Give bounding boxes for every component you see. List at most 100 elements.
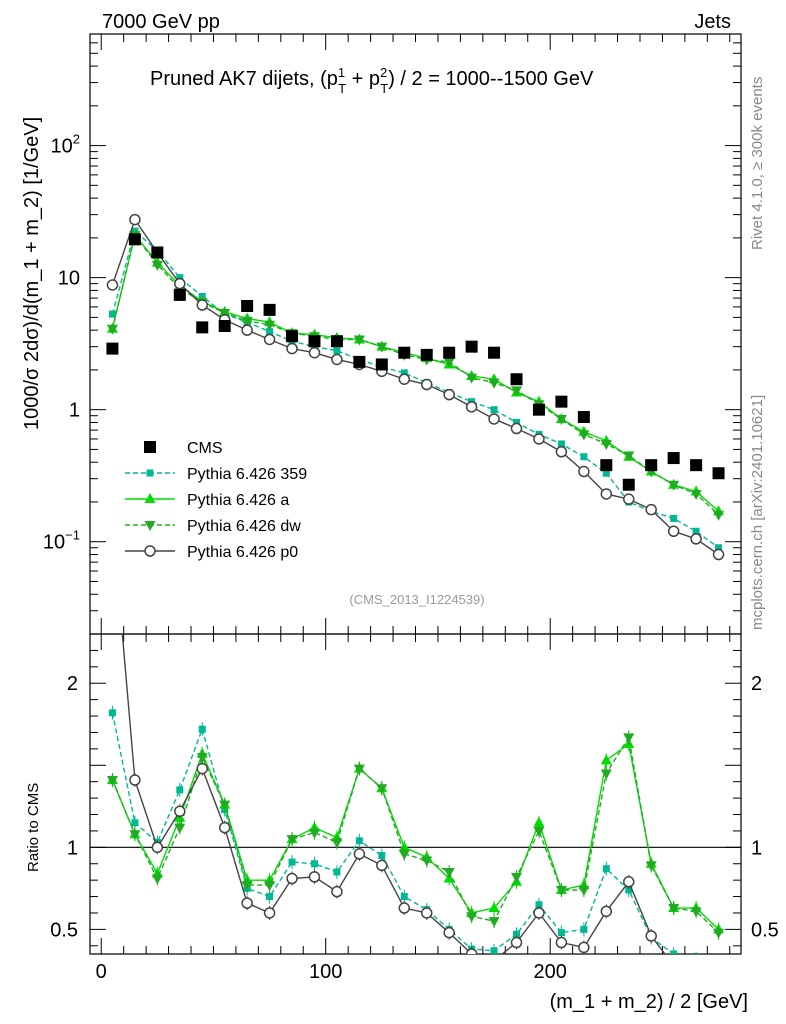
ratio-y-tick-label-left: 0.5: [50, 919, 78, 941]
main-point-1-10: [333, 347, 341, 355]
main-point-0-10: [330, 335, 343, 348]
ratio-point-3-24: [645, 930, 657, 942]
legend-marker-2: [144, 493, 156, 503]
ratio-point-2-1: [129, 830, 141, 841]
ratio-point-3-7: [263, 907, 276, 919]
ratio-point-3-18: [510, 936, 523, 949]
ratio-point-1-13: [398, 841, 410, 852]
main-point-0-14: [420, 348, 433, 361]
title-part-1: Pruned AK7 dijets, (p: [150, 68, 338, 90]
main-point-4-23: [623, 493, 635, 505]
main-point-3-23: [623, 451, 635, 462]
main-point-1-7: [266, 328, 274, 336]
ratio-point-3-4: [196, 762, 208, 775]
mcplots-label: mcplots.cern.ch [arXiv:2401.10621]: [749, 395, 766, 630]
ratio-point-2-19: [533, 826, 545, 837]
ratio-point-0-0: [108, 709, 116, 717]
header-right: Jets: [694, 11, 731, 33]
main-point-4-21: [578, 465, 590, 478]
ratio-point-3-11: [353, 848, 366, 860]
y-tick-label: 10−1: [43, 528, 80, 554]
ratio-point-0-11: [355, 837, 363, 845]
ratio-point-1-17: [488, 902, 500, 913]
main-point-4-14: [420, 378, 433, 391]
ratio-point-0-4: [198, 725, 206, 733]
ratio-point-2-23: [623, 733, 635, 744]
main-point-4-22: [600, 488, 613, 500]
main-point-0-1: [128, 233, 141, 246]
ratio-point-3-6: [241, 897, 253, 909]
legend-marker-4: [144, 545, 156, 557]
ratio-point-2-22: [600, 769, 612, 780]
main-point-1-21: [580, 453, 588, 461]
main-point-4-9: [308, 346, 321, 359]
ratio-point-2-10: [331, 838, 343, 849]
ratio-line-3: [121, 634, 666, 954]
main-point-4-27: [712, 548, 725, 561]
main-point-0-18: [510, 373, 523, 386]
ratio-point-0-20: [557, 929, 565, 937]
main-point-4-26: [690, 533, 702, 545]
main-point-3-15: [443, 357, 455, 368]
title-sup-2: 2: [380, 65, 387, 80]
main-point-0-3: [173, 288, 186, 301]
main-point-3-0: [106, 324, 118, 335]
ratio-point-2-9: [308, 828, 320, 839]
ratio-y-tick-label-right: 0.5: [751, 919, 779, 941]
main-point-0-16: [465, 340, 478, 353]
main-point-0-8: [286, 330, 299, 343]
main-point-0-6: [241, 299, 254, 312]
ratio-point-3-21: [578, 941, 590, 954]
main-point-0-12: [375, 358, 388, 371]
main-point-4-20: [555, 446, 568, 458]
ratio-point-2-25: [668, 904, 680, 915]
main-point-4-17: [488, 413, 500, 425]
ratio-point-3-5: [218, 821, 231, 834]
main-point-3-21: [578, 430, 590, 441]
ratio-point-2-27: [713, 928, 725, 939]
header-left: 7000 GeV pp: [102, 11, 220, 33]
main-point-0-22: [600, 459, 613, 472]
ratio-point-2-12: [376, 784, 388, 795]
ratio-point-1-19: [533, 816, 545, 827]
main-point-3-5: [219, 308, 231, 319]
main-point-0-4: [196, 321, 209, 334]
main-point-4-0: [106, 279, 119, 291]
series-line-4: [111, 218, 719, 556]
ratio-point-2-15: [443, 867, 455, 878]
title-sup-1: 1: [338, 65, 345, 80]
ratio-point-2-6: [241, 881, 253, 892]
legend-label-4: Pythia 6.426 p0: [187, 544, 298, 561]
main-point-3-2: [151, 260, 163, 271]
main-point-1-26: [692, 527, 700, 535]
legend-marker-1: [146, 469, 154, 477]
ratio-point-3-2: [151, 841, 164, 854]
ratio-point-2-18: [511, 872, 523, 883]
ratio-point-2-24: [645, 861, 657, 872]
main-point-3-16: [466, 373, 478, 384]
x-tick-label: 0: [96, 961, 107, 983]
main-point-1-27: [715, 544, 723, 552]
main-point-0-11: [353, 355, 366, 368]
ratio-point-0-21: [580, 925, 588, 933]
title-part-3: ) / 2 = 1000--1500 GeV: [388, 68, 594, 90]
main-y-label: 1000/σ 2dσ)/d(m_1 + m_2) [1/GeV]: [21, 117, 43, 430]
ratio-point-2-3: [174, 823, 186, 834]
main-point-3-27: [713, 510, 725, 521]
main-point-4-3: [174, 277, 186, 290]
main-point-0-24: [645, 459, 658, 472]
main-point-4-1: [129, 213, 141, 226]
ratio-point-3-16: [465, 948, 478, 954]
ratio-point-3-3: [174, 805, 186, 817]
y-tick-label: 1: [69, 400, 80, 422]
ratio-y-tick-label-left: 1: [67, 837, 78, 859]
ratio-point-2-8: [286, 835, 298, 846]
ratio-y-tick-label-left: 2: [67, 673, 78, 695]
legend-label-2: Pythia 6.426 a: [187, 492, 289, 509]
ratio-point-2-20: [555, 886, 567, 896]
ratio-point-3-1: [129, 774, 141, 786]
rivet-label: Rivet 4.1.0, ≥ 300k events: [749, 77, 766, 250]
main-point-3-18: [511, 386, 523, 397]
ratio-point-0-13: [400, 893, 408, 901]
